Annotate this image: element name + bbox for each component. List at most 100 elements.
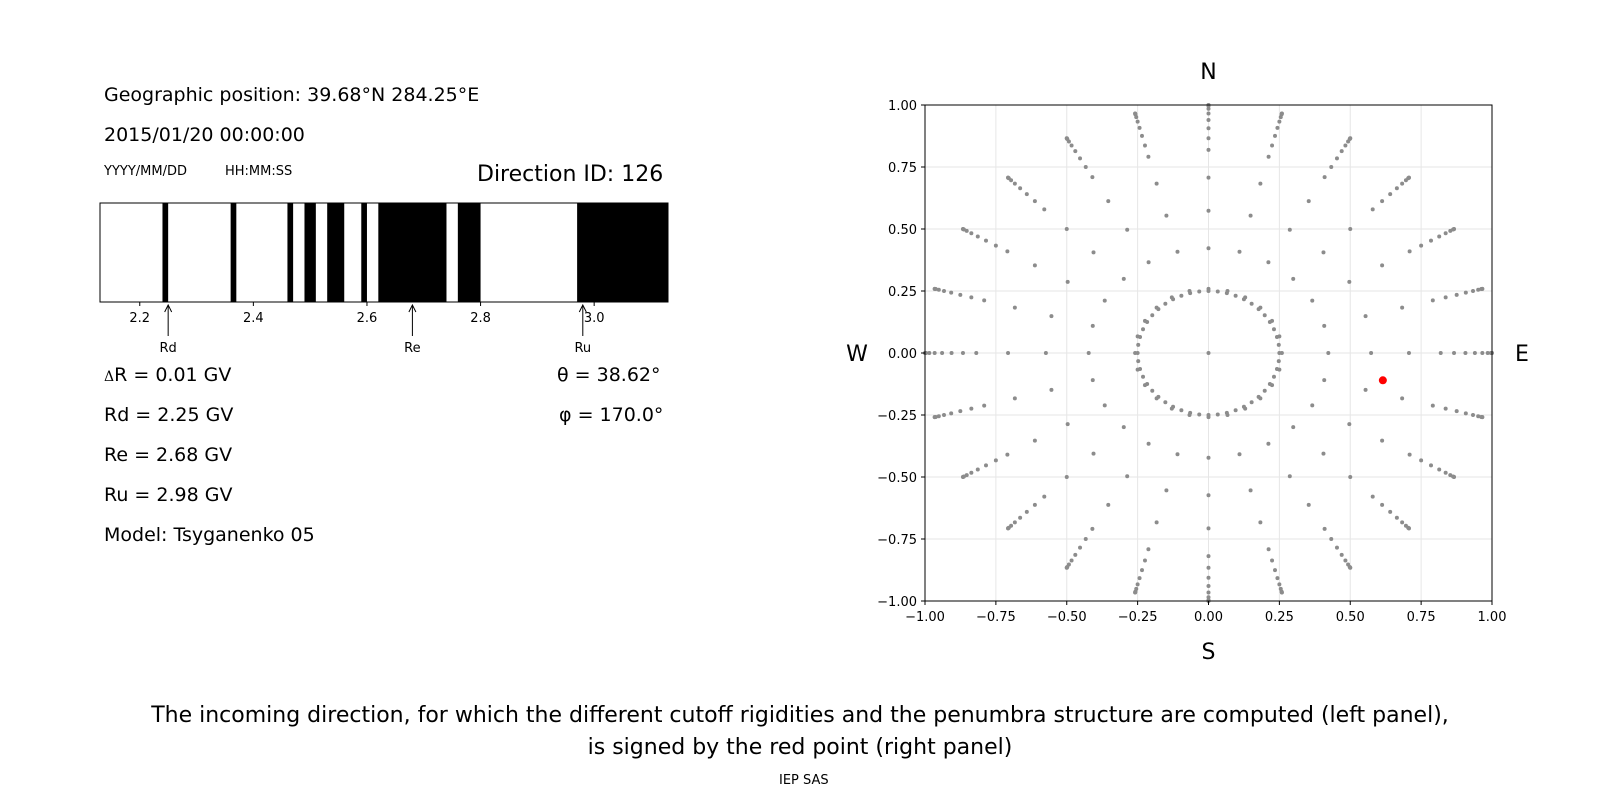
direction-point	[1472, 351, 1477, 355]
direction-point	[1480, 415, 1485, 420]
forbidden-band	[162, 203, 169, 302]
direction-point	[932, 415, 937, 420]
delta-symbol: Δ	[104, 369, 115, 385]
direction-point	[1258, 520, 1263, 525]
direction-point	[1380, 199, 1385, 204]
direction-point	[1064, 227, 1069, 231]
forbidden-band	[361, 203, 367, 302]
direction-point	[1078, 156, 1083, 161]
direction-point	[1137, 576, 1142, 581]
direction-point	[1224, 410, 1229, 415]
direction-point	[1206, 147, 1211, 152]
direction-point	[1065, 279, 1070, 284]
direction-point	[1471, 289, 1476, 293]
direction-point	[1256, 307, 1261, 312]
marker-arrowhead	[578, 303, 587, 313]
direction-point	[1083, 165, 1088, 169]
direction-point	[1206, 554, 1211, 559]
direction-point	[1241, 404, 1246, 409]
direction-point	[1142, 558, 1147, 563]
direction-point	[960, 475, 965, 479]
direction-point	[1271, 374, 1276, 379]
direction-point	[1443, 295, 1448, 300]
direction-point	[1188, 291, 1193, 296]
direction-point	[1363, 387, 1368, 392]
direction-point	[1306, 199, 1311, 204]
direction-point	[1005, 249, 1010, 254]
direction-point	[1012, 520, 1017, 525]
y-tick-label: −1.00	[877, 595, 917, 610]
direction-point	[1322, 378, 1327, 383]
direction-point	[1206, 493, 1211, 498]
direction-point	[1175, 249, 1180, 254]
marker-label-ru: Ru	[574, 341, 591, 356]
direction-point	[1064, 565, 1069, 570]
direction-point	[1430, 298, 1435, 303]
direction-point	[1032, 263, 1037, 268]
direction-point	[1277, 351, 1282, 355]
phi-value: φ = 170.0°	[559, 404, 664, 426]
direction-point	[1443, 470, 1448, 475]
direction-point	[1206, 526, 1211, 531]
direction-point	[1471, 413, 1476, 417]
direction-point	[1291, 276, 1296, 281]
direction-point	[1347, 279, 1352, 284]
direction-point	[1206, 175, 1211, 180]
compass-east-label: E	[1515, 342, 1529, 367]
x-tick-label: −1.00	[905, 610, 945, 625]
direction-point	[1276, 342, 1281, 347]
direction-point	[1136, 342, 1141, 347]
direction-point	[1135, 119, 1140, 124]
direction-point	[1437, 467, 1442, 472]
theta-value: θ = 38.62°	[557, 364, 661, 386]
direction-point	[1121, 425, 1126, 430]
direction-point	[1206, 289, 1211, 293]
x-tick-label: 3.0	[584, 311, 605, 326]
direction-point	[1279, 590, 1284, 595]
direction-point	[1273, 133, 1278, 138]
direction-points	[923, 103, 1494, 603]
direction-point	[949, 411, 954, 416]
direction-point	[1419, 243, 1424, 248]
direction-point	[1145, 320, 1150, 324]
direction-point	[1136, 359, 1141, 364]
direction-point	[1012, 396, 1017, 401]
direction-point	[1206, 111, 1211, 116]
direction-point	[1339, 552, 1344, 557]
direction-point	[1078, 545, 1083, 550]
direction-scatter-plot: −1.00 1.00 −0.75 0.75 −0.50 0.50 −0.25 0.25 0.00…	[846, 60, 1529, 665]
direction-point	[1139, 133, 1144, 138]
direction-point	[1287, 227, 1292, 232]
marker-label-re: Re	[404, 341, 420, 356]
direction-point	[1443, 406, 1448, 411]
x-tick-label: 0.75	[1407, 610, 1436, 625]
direction-point	[1073, 552, 1078, 557]
direction-point	[1042, 207, 1047, 212]
direction-point	[975, 467, 980, 472]
direction-point	[936, 287, 941, 292]
direction-point	[941, 289, 946, 293]
ru-value: Ru = 2.98 GV	[104, 484, 233, 506]
y-tick-label: 0.50	[888, 223, 917, 238]
direction-point	[1271, 327, 1276, 332]
direction-point	[969, 406, 974, 411]
direction-point	[1452, 475, 1457, 479]
direction-point	[969, 231, 974, 236]
direction-point	[1394, 515, 1399, 520]
direction-point	[1215, 412, 1220, 417]
x-tick-label: −0.25	[1118, 610, 1158, 625]
direction-point	[1429, 238, 1434, 243]
direction-point	[960, 227, 965, 231]
direction-point	[1024, 192, 1029, 197]
direction-point	[1083, 537, 1088, 541]
date-format-label: YYYY/MM/DD	[104, 164, 187, 179]
direction-point	[1086, 351, 1091, 355]
direction-point	[1069, 143, 1074, 148]
direction-point	[1370, 207, 1375, 212]
direction-point	[941, 413, 946, 417]
direction-point	[1073, 149, 1078, 154]
direction-point	[1476, 414, 1481, 419]
direction-point	[1012, 181, 1017, 186]
selected-direction-point	[1378, 376, 1387, 385]
direction-point	[969, 295, 974, 300]
